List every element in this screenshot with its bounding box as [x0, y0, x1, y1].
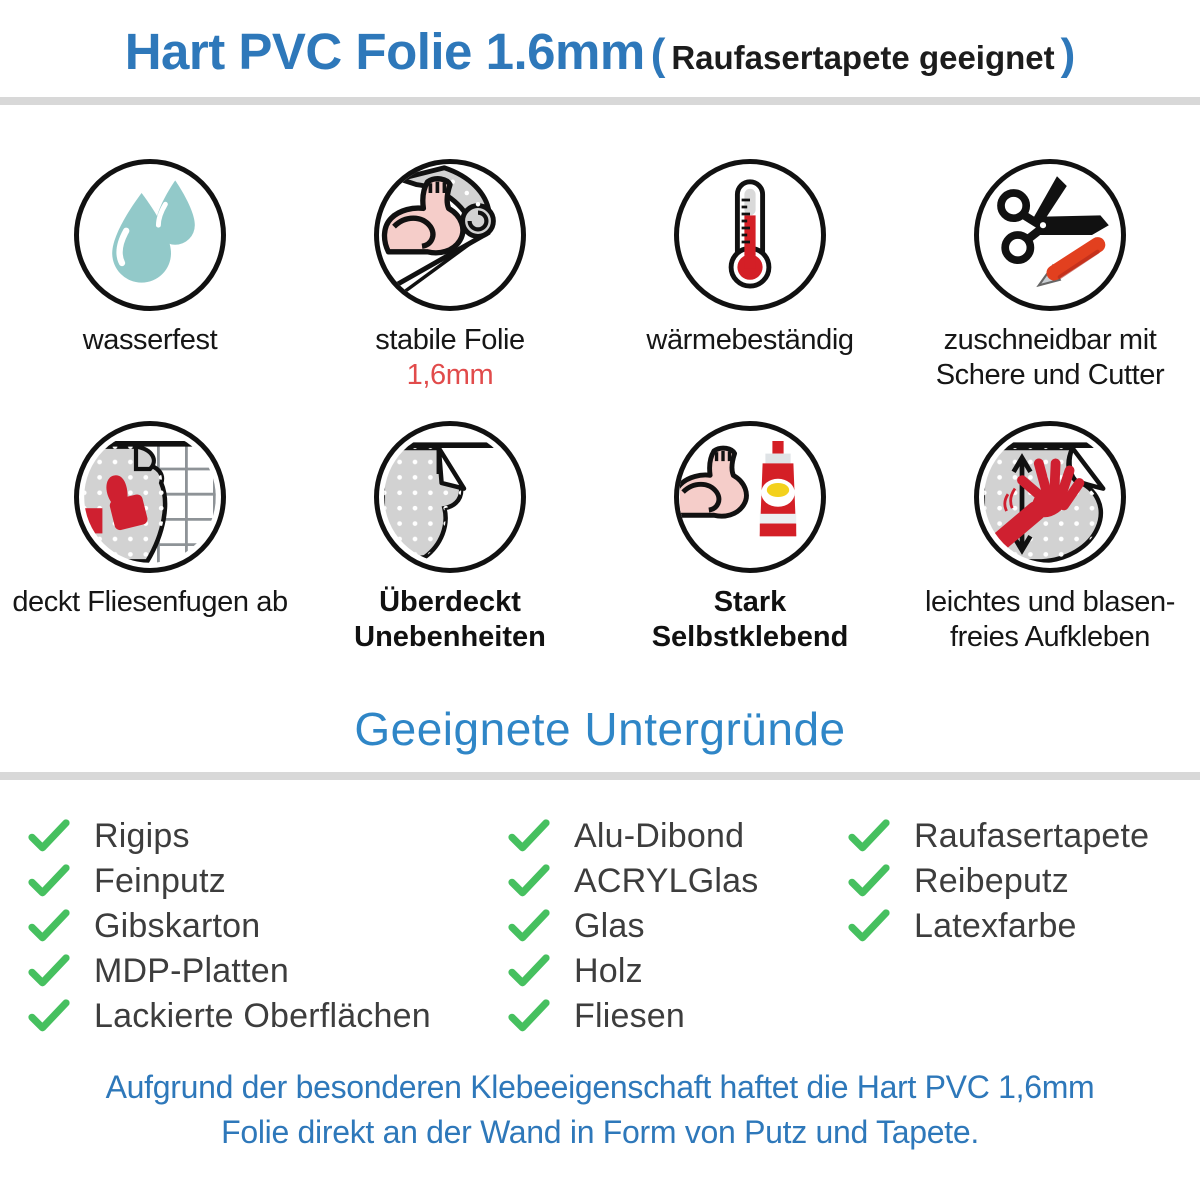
- feature-selbstklebend: Stark Selbstklebend: [600, 421, 900, 656]
- substrates-column-1: Rigips Feinputz Gibskarton MDP-Platten L…: [28, 814, 508, 1039]
- divider-top: [0, 97, 1200, 105]
- title-note: Raufasertapete geeignet: [671, 39, 1055, 76]
- feature-label: wasserfest: [82, 324, 218, 356]
- substrate-item: Rigips: [28, 814, 508, 859]
- check-icon: [508, 819, 550, 852]
- features-grid: wasserfest: [0, 159, 1200, 656]
- feature-unebenheiten: Überdeckt Unebenheiten: [300, 421, 600, 656]
- feature-label: Stark: [713, 586, 787, 618]
- dotted-foil-fold-icon: [384, 442, 516, 563]
- feature-label: Überdeckt: [379, 586, 521, 618]
- substrate-item: Lackierte Oberflächen: [28, 994, 508, 1039]
- feature-waermebestaendig: wärmebeständig: [600, 159, 900, 421]
- footer-line-2: Folie direkt an der Wand in Form von Put…: [221, 1114, 979, 1151]
- substrate-item: Latexfarbe: [848, 904, 1200, 949]
- substrates-columns: Rigips Feinputz Gibskarton MDP-Platten L…: [0, 814, 1200, 1039]
- feature-wasserfest: wasserfest: [0, 159, 300, 421]
- substrate-item: Holz: [508, 949, 848, 994]
- water-drops-icon: [112, 180, 195, 283]
- substrates-heading: Geeignete Untergründe: [354, 702, 846, 755]
- substrate-item: Glas: [508, 904, 848, 949]
- feature-zuschneidbar: zuschneidbar mit Schere und Cutter: [900, 159, 1200, 421]
- title-paren-open: (: [650, 30, 666, 79]
- feature-fliesenfugen: deckt Fliesenfugen ab: [0, 421, 300, 656]
- feature-stabile-folie: stabile Folie 1,6mm: [300, 159, 600, 421]
- substrates-column-3: Raufasertapete Reibeputz Latexfarbe: [848, 814, 1200, 1039]
- substrate-item: Alu-Dibond: [508, 814, 848, 859]
- check-icon: [508, 864, 550, 897]
- check-icon: [28, 909, 70, 942]
- feature-label: wärmebeständig: [646, 324, 854, 356]
- feature-label: stabile Folie: [375, 324, 525, 356]
- title-main: Hart PVC Folie 1.6mm: [124, 23, 646, 80]
- check-icon: [28, 864, 70, 897]
- check-icon: [508, 999, 550, 1032]
- check-icon: [28, 999, 70, 1032]
- feature-label: deckt Fliesenfugen ab: [12, 586, 288, 618]
- substrate-item: Raufasertapete: [848, 814, 1200, 859]
- check-icon: [508, 954, 550, 987]
- substrate-item: Gibskarton: [28, 904, 508, 949]
- check-icon: [508, 909, 550, 942]
- page-title: Hart PVC Folie 1.6mm ( Raufasertapete ge…: [125, 22, 1076, 81]
- scissors-cutter-icon: [997, 176, 1109, 288]
- footer-line-1: Aufgrund der besonderen Klebeeigenschaft…: [105, 1068, 1095, 1105]
- feature-label: leichtes und blasen-: [925, 586, 1175, 618]
- hand-smoothing-foil-icon: [984, 442, 1116, 563]
- title-paren-close: ): [1060, 30, 1076, 79]
- check-icon: [848, 909, 890, 942]
- header: Hart PVC Folie 1.6mm ( Raufasertapete ge…: [0, 0, 1200, 81]
- substrate-item: Fliesen: [508, 994, 848, 1039]
- check-icon: [28, 954, 70, 987]
- infographic-page: Hart PVC Folie 1.6mm ( Raufasertapete ge…: [0, 0, 1200, 1156]
- thermometer-icon: [728, 179, 772, 289]
- feature-blasenfrei: leichtes und blasen- freies Aufkleben: [900, 421, 1200, 656]
- substrate-item: ACRYLGlas: [508, 859, 848, 904]
- feature-sublabel-thickness: 1,6mm: [406, 359, 494, 392]
- check-icon: [848, 864, 890, 897]
- muscle-foil-roll-icon: [381, 165, 496, 301]
- substrates-column-2: Alu-Dibond ACRYLGlas Glas Holz Fliesen: [508, 814, 848, 1039]
- substrate-item: MDP-Platten: [28, 949, 508, 994]
- check-icon: [28, 819, 70, 852]
- divider-middle: [0, 771, 1200, 780]
- substrate-item: Reibeputz: [848, 859, 1200, 904]
- footer-note: Aufgrund der besonderen Klebeeigenschaft…: [0, 1065, 1200, 1156]
- check-icon: [848, 819, 890, 852]
- thumb-tile-grout-icon: [84, 441, 216, 563]
- feature-label: zuschneidbar mit: [943, 324, 1157, 356]
- substrate-item: Feinputz: [28, 859, 508, 904]
- muscle-glue-tube-icon: [680, 441, 797, 537]
